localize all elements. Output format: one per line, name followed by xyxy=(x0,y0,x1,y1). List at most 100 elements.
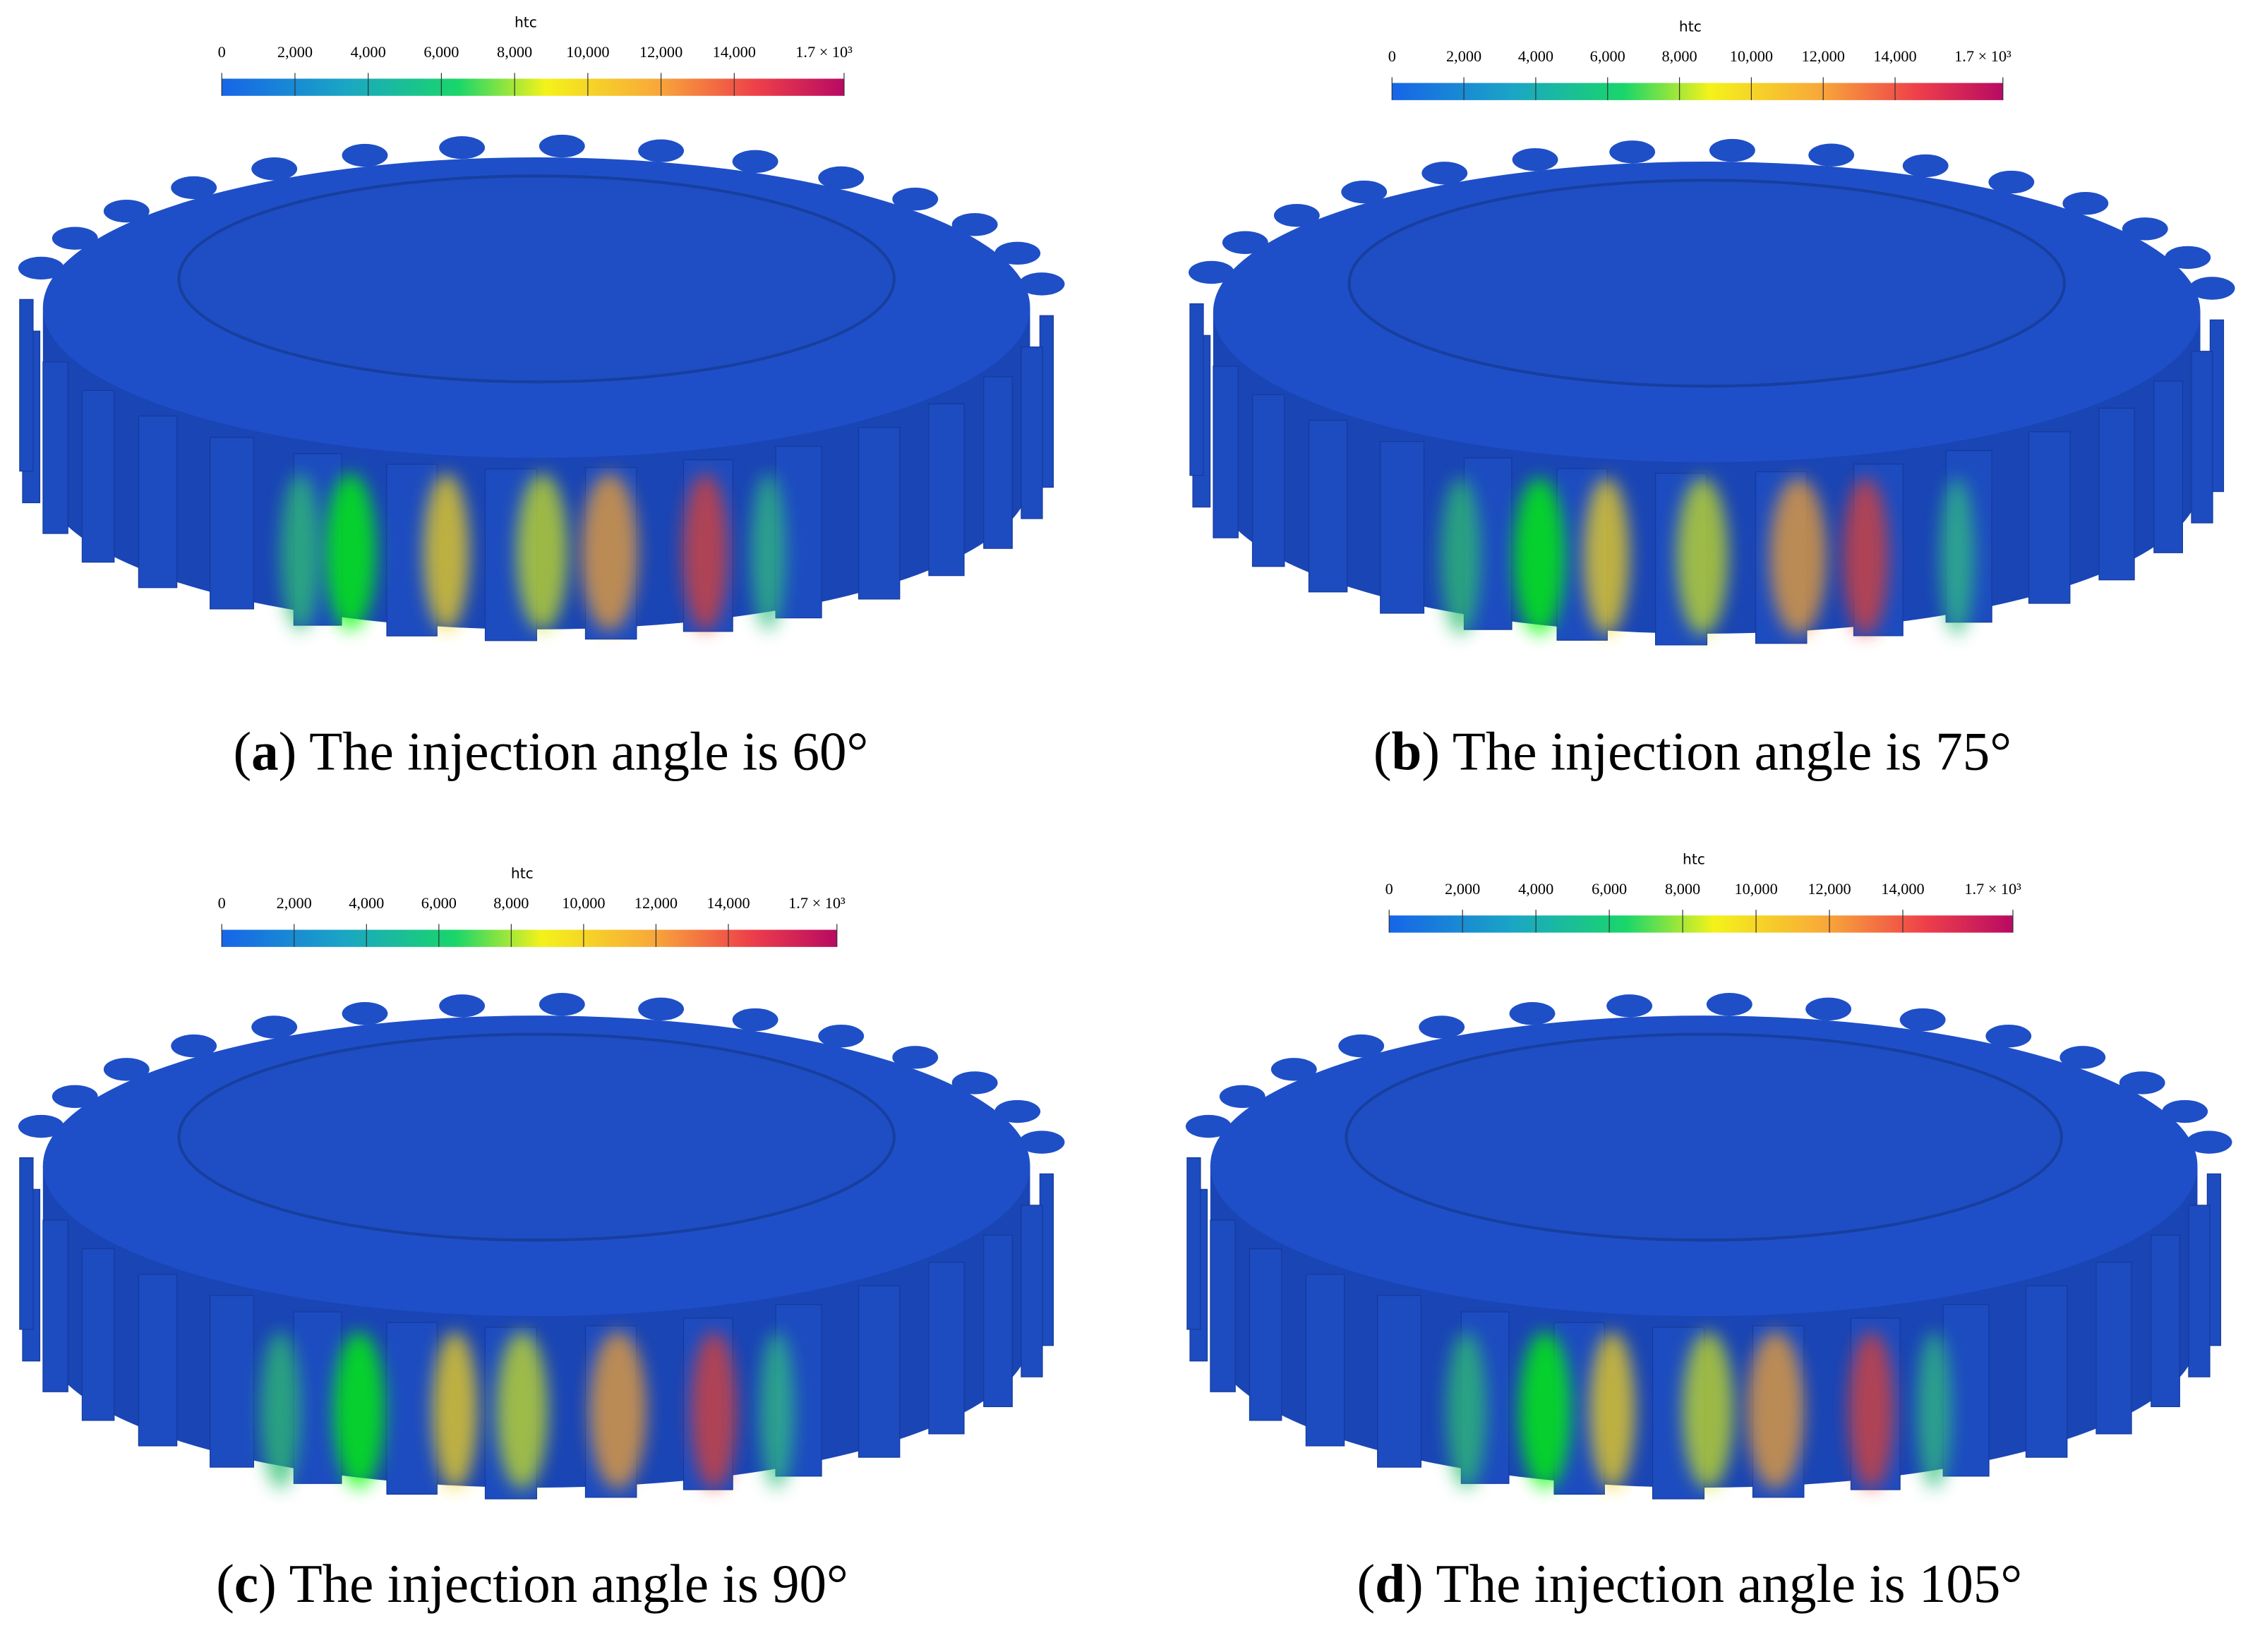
colorbar-tick-label: 6,000 xyxy=(423,43,459,61)
caption-open: ( xyxy=(1357,1553,1376,1614)
gear-tooth xyxy=(171,176,217,200)
gear-tooth xyxy=(892,1046,939,1069)
caption-text: ) The injection angle is 75° xyxy=(1421,721,2012,782)
gear-tooth xyxy=(138,415,178,589)
gear-tooth xyxy=(732,150,778,174)
caption-letter: b xyxy=(1391,721,1421,782)
gear-tooth xyxy=(2062,192,2109,215)
gear-tooth xyxy=(1512,147,1558,171)
gear-tooth xyxy=(2098,407,2135,581)
heat-spot xyxy=(1519,1332,1571,1490)
heat-spot xyxy=(1682,1332,1734,1490)
gear-tooth xyxy=(2025,1285,2068,1458)
colorbar-tick-label: 4,000 xyxy=(1518,880,1553,898)
panel: htc 0 2,000 4,000 6,000 8,000 10,000 12,000 14,0… xyxy=(18,14,1065,782)
gear-tooth xyxy=(1985,1024,2032,1048)
gear-tooth xyxy=(732,1008,778,1032)
heat-spot xyxy=(325,473,377,631)
colorbar-tick-label: 10,000 xyxy=(1730,47,1773,65)
heat-spot xyxy=(759,1332,794,1490)
colorbar-tick-label: 6,000 xyxy=(1590,47,1625,65)
gear-tooth xyxy=(439,994,486,1018)
colorbar-tick-label: 14,000 xyxy=(713,43,756,61)
colorbar-label: htc xyxy=(511,865,534,882)
caption-letter: c xyxy=(234,1553,258,1614)
colorbar-tick-label: 0 xyxy=(1385,880,1393,898)
heat-spot xyxy=(1589,1332,1635,1490)
gear-tooth xyxy=(1188,260,1234,284)
gear-tooth xyxy=(1988,170,2035,194)
gear-tooth xyxy=(1213,366,1239,538)
colorbar-tick-label: 0 xyxy=(218,894,226,912)
gear-tooth xyxy=(2151,1234,2180,1407)
colorbar-label: htc xyxy=(1679,18,1702,35)
panel: htc 0 2,000 4,000 6,000 8,000 10,000 12,000 14,0… xyxy=(1185,850,2232,1614)
gear-tooth xyxy=(2059,1046,2106,1069)
colorbar-tick-label: 8,000 xyxy=(1665,880,1700,898)
heat-spot xyxy=(280,473,321,631)
gear-hub xyxy=(177,174,896,384)
gear-tooth xyxy=(19,299,34,472)
gear-tooth xyxy=(1606,994,1653,1018)
gear-tooth xyxy=(638,997,685,1021)
colorbar-tick-label: 14,000 xyxy=(1881,880,1924,898)
gear-tooth xyxy=(1185,1114,1232,1138)
colorbar xyxy=(222,78,844,96)
gear-tooth xyxy=(1902,154,1949,178)
colorbar-tick-label: 2,000 xyxy=(1445,880,1480,898)
heat-spot xyxy=(589,1332,647,1490)
gear-tooth xyxy=(1706,993,1752,1016)
colorbar-tick-label: 6,000 xyxy=(1592,880,1627,898)
colorbar-label: htc xyxy=(1683,850,1705,867)
gear-tooth xyxy=(210,437,255,610)
colorbar-tick-label: 2,000 xyxy=(1446,47,1481,65)
gear-tooth xyxy=(1210,1219,1236,1392)
gear-tooth xyxy=(18,256,64,280)
gear-tooth xyxy=(951,213,998,236)
gear-tooth xyxy=(892,187,939,211)
caption-letter: a xyxy=(251,721,279,782)
gear-tooth xyxy=(2162,1099,2208,1123)
gear-tooth xyxy=(42,1219,68,1392)
gear-tooth xyxy=(1270,1058,1317,1081)
colorbar-tick-label: 10,000 xyxy=(1734,880,1777,898)
panel: htc 0 2,000 4,000 6,000 8,000 10,000 12,000 14,0… xyxy=(1188,18,2235,782)
gear-tooth xyxy=(638,139,685,162)
gear-tooth xyxy=(439,135,486,159)
gear-tooth xyxy=(2186,1131,2232,1154)
gear-tooth xyxy=(81,390,115,563)
gear-tooth xyxy=(81,1248,115,1421)
caption: (c) The injection angle is 90° xyxy=(216,1553,848,1614)
heat-spot xyxy=(333,1332,385,1490)
gear-tooth xyxy=(2188,1205,2211,1377)
colorbar-tick-label: 10,000 xyxy=(562,894,605,912)
gear-tooth xyxy=(251,157,298,181)
gear-tooth xyxy=(210,1295,255,1468)
caption-text: ) The injection angle is 60° xyxy=(279,721,869,782)
colorbar-tick-label: 8,000 xyxy=(497,43,532,61)
colorbar xyxy=(1389,915,2013,933)
heat-spot xyxy=(1583,478,1630,635)
gear-tooth xyxy=(1018,272,1065,296)
gear-tooth xyxy=(2165,246,2211,270)
caption-open: ( xyxy=(233,721,251,782)
heat-spot xyxy=(682,473,728,631)
gear-tooth xyxy=(1021,1205,1043,1377)
gear-tooth xyxy=(1805,997,1852,1021)
heat-spot xyxy=(496,1332,548,1490)
colorbar-tick-label: 1.7 × 10³ xyxy=(1964,880,2021,898)
caption: (a) The injection angle is 60° xyxy=(233,721,868,782)
gear-tooth xyxy=(2119,1071,2165,1095)
colorbar-tick-label: 8,000 xyxy=(1662,47,1697,65)
gear-tooth xyxy=(1421,162,1468,185)
gear-tooth xyxy=(1377,1295,1422,1468)
colorbar-tick-label: 12,000 xyxy=(635,894,678,912)
gear-tooth xyxy=(1709,138,1755,162)
colorbar-tick-label: 1.7 × 10³ xyxy=(788,894,846,912)
heat-spot xyxy=(432,1332,479,1490)
gear xyxy=(1188,138,2235,646)
gear-tooth xyxy=(539,993,585,1016)
colorbar-tick-label: 1.7 × 10³ xyxy=(795,43,853,61)
gear-tooth xyxy=(1609,140,1656,164)
